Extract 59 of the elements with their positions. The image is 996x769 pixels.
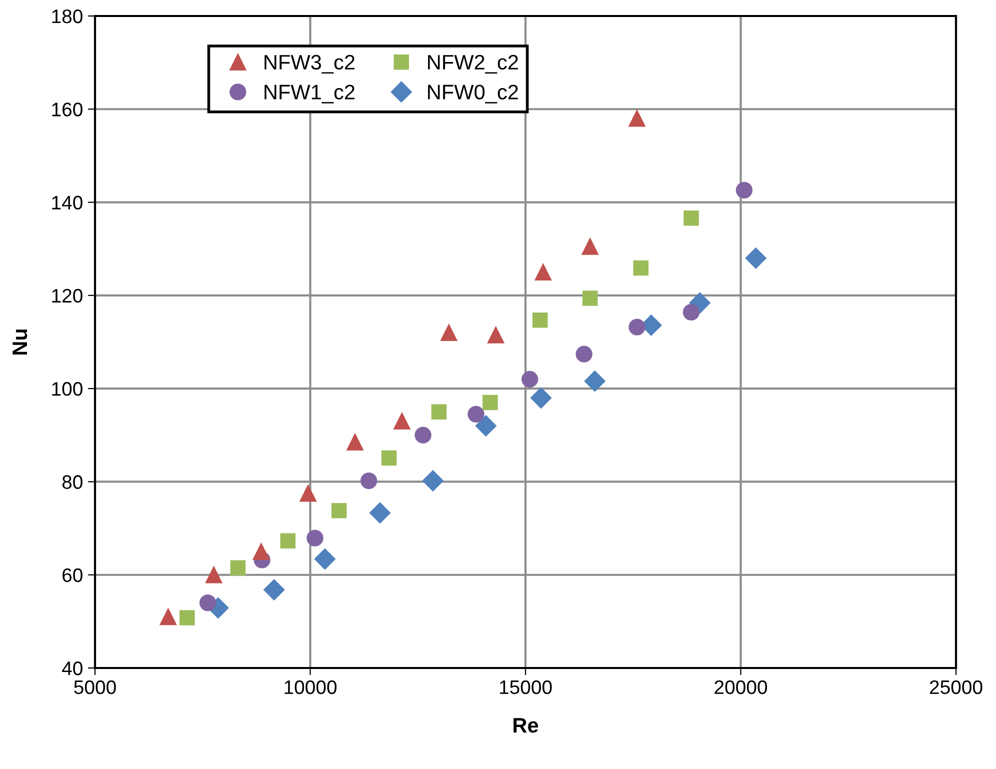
y-tick-label: 120: [52, 288, 82, 303]
point: [414, 426, 432, 444]
y-tick-label: 80: [62, 475, 82, 489]
x-axis-title: Re: [514, 718, 538, 733]
point: [633, 260, 649, 276]
point: [475, 415, 496, 436]
point: [487, 326, 504, 344]
point: [530, 387, 552, 408]
point: [394, 412, 410, 430]
legend-label: NFW2_c2: [428, 54, 518, 74]
x-tick-label: 15000: [500, 680, 552, 694]
point: [160, 608, 177, 626]
point: [252, 543, 270, 560]
point: [381, 450, 397, 466]
legend-label: NFW1_c2: [264, 84, 354, 104]
y-axis-title: Nu: [12, 329, 28, 354]
point: [230, 560, 246, 576]
point: [532, 312, 548, 328]
x-tick-label: 5000: [74, 680, 116, 694]
point: [521, 370, 538, 388]
x-tick-label: 10000: [284, 680, 337, 694]
point: [440, 324, 458, 342]
point: [431, 404, 447, 420]
point: [360, 472, 378, 490]
point: [346, 434, 364, 450]
point: [280, 533, 296, 548]
x-tick-label: 25000: [930, 680, 982, 694]
y-tick-label: 140: [52, 196, 82, 210]
point: [582, 238, 598, 255]
legend-label: NFW0_c2: [428, 84, 518, 104]
point: [205, 566, 222, 584]
y-tick-label: 40: [62, 661, 82, 676]
point: [682, 304, 700, 321]
point: [331, 502, 347, 518]
point: [628, 318, 646, 336]
point: [584, 370, 606, 392]
point: [422, 470, 444, 492]
point: [314, 548, 336, 570]
point: [369, 502, 391, 524]
point: [576, 346, 592, 362]
point: [628, 110, 646, 127]
legend-label: NFW3_c2: [264, 54, 354, 74]
point: [306, 530, 324, 546]
y-tick-label: 180: [52, 9, 82, 24]
point: [179, 610, 195, 626]
point: [482, 394, 498, 410]
point: [736, 182, 753, 199]
point: [745, 248, 766, 269]
y-tick-label: 60: [62, 568, 82, 582]
x-tick-label: 20000: [714, 680, 768, 694]
point: [684, 210, 699, 226]
point: [199, 594, 216, 612]
point: [534, 264, 552, 280]
y-tick-label: 160: [52, 102, 82, 116]
point: [264, 579, 285, 600]
point: [582, 290, 598, 306]
point: [300, 485, 316, 502]
y-tick-label: 100: [52, 382, 82, 396]
point: [468, 406, 484, 423]
